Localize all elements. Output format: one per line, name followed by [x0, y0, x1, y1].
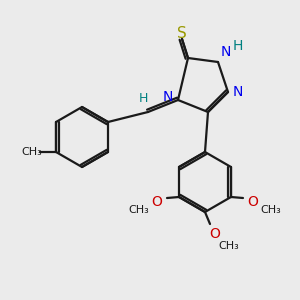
Text: CH₃: CH₃ — [129, 205, 149, 215]
Text: O: O — [152, 195, 163, 209]
Text: N: N — [233, 85, 243, 99]
Text: O: O — [210, 227, 220, 241]
Text: N: N — [163, 90, 173, 104]
Text: N: N — [221, 45, 231, 59]
Text: H: H — [138, 92, 148, 106]
Text: CH₃: CH₃ — [261, 205, 281, 215]
Text: S: S — [177, 26, 187, 41]
Text: CH₃: CH₃ — [219, 241, 239, 251]
Text: O: O — [248, 195, 258, 209]
Text: CH₃: CH₃ — [22, 147, 42, 157]
Text: H: H — [233, 39, 243, 53]
